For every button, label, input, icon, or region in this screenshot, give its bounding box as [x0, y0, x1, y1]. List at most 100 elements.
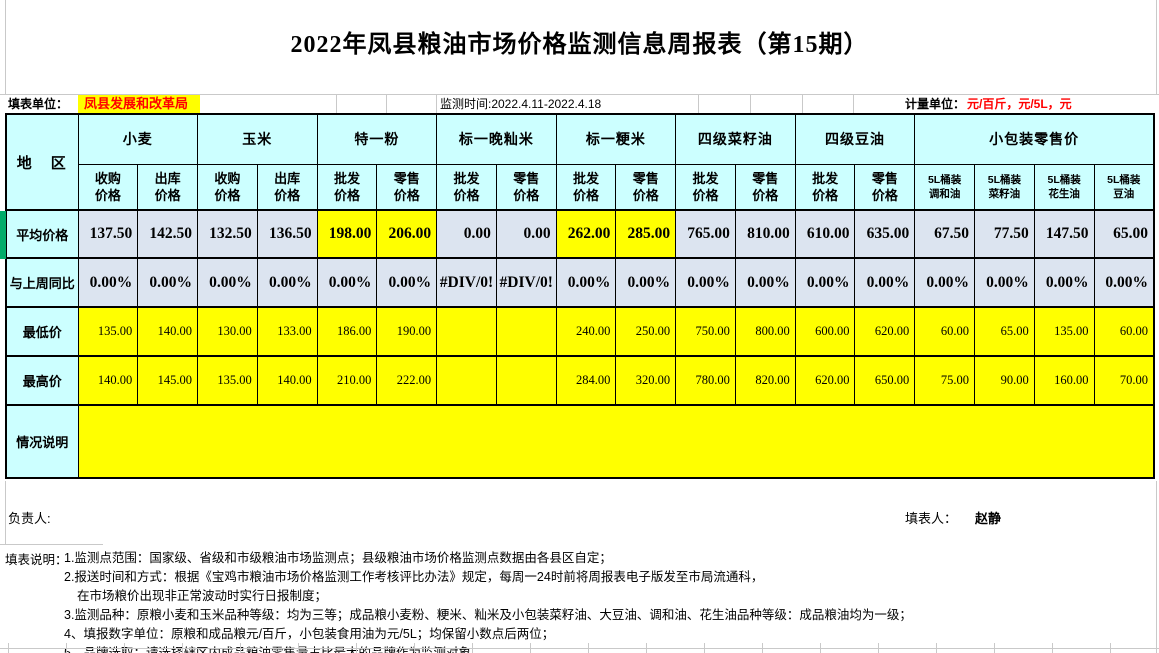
price-cell[interactable]: 320.00 — [615, 355, 677, 406]
price-cell[interactable] — [495, 306, 557, 357]
price-cell[interactable]: 0.00% — [1033, 257, 1095, 308]
group-header-cell[interactable]: 标一晚籼米 — [436, 113, 557, 165]
row-label-cell[interactable]: 与上周同比 — [5, 257, 79, 308]
price-cell[interactable]: 0.00% — [555, 257, 617, 308]
sub-header-cell[interactable]: 出库 价格 — [256, 163, 318, 211]
price-cell[interactable]: 67.50 — [914, 209, 975, 259]
row-label-cell[interactable]: 最高价 — [5, 355, 79, 406]
sub-header-cell[interactable]: 收购 价格 — [77, 163, 139, 211]
price-cell[interactable]: 0.00% — [973, 257, 1035, 308]
price-cell[interactable]: 140.00 — [137, 306, 199, 357]
price-cell[interactable]: 780.00 — [675, 355, 736, 406]
group-header-cell[interactable]: 小包装零售价 — [914, 113, 1155, 165]
price-cell[interactable]: 765.00 — [675, 209, 736, 259]
sub-header-cell[interactable]: 出库 价格 — [137, 163, 199, 211]
price-cell[interactable]: 145.00 — [137, 355, 199, 406]
price-cell[interactable]: 130.00 — [197, 306, 258, 357]
sub-header-cell[interactable]: 5L桶装 菜籽油 — [973, 163, 1035, 211]
price-cell[interactable]: 750.00 — [675, 306, 736, 357]
price-cell[interactable]: 140.00 — [256, 355, 318, 406]
price-cell[interactable]: 210.00 — [316, 355, 378, 406]
group-header-cell[interactable]: 特一粉 — [316, 113, 438, 165]
price-cell[interactable]: 135.00 — [1033, 306, 1095, 357]
price-cell[interactable]: 240.00 — [555, 306, 617, 357]
price-cell[interactable]: 133.00 — [256, 306, 318, 357]
price-cell[interactable]: 0.00% — [794, 257, 856, 308]
price-cell[interactable]: 0.00% — [256, 257, 318, 308]
price-cell[interactable]: 75.00 — [914, 355, 975, 406]
sub-header-cell[interactable]: 批发 价格 — [436, 163, 497, 211]
price-cell[interactable]: 0.00 — [495, 209, 557, 259]
price-cell[interactable] — [495, 355, 557, 406]
group-header-cell[interactable]: 四级豆油 — [794, 113, 916, 165]
price-cell[interactable]: 70.00 — [1093, 355, 1155, 406]
price-cell[interactable]: #DIV/0! — [495, 257, 557, 308]
price-cell[interactable]: 285.00 — [615, 209, 677, 259]
price-cell[interactable]: 820.00 — [734, 355, 796, 406]
sub-header-cell[interactable]: 批发 价格 — [794, 163, 856, 211]
price-cell[interactable]: 65.00 — [973, 306, 1035, 357]
price-cell[interactable]: 650.00 — [854, 355, 916, 406]
price-cell[interactable]: 0.00 — [436, 209, 497, 259]
price-cell[interactable]: 140.00 — [77, 355, 139, 406]
sub-header-cell[interactable]: 零售 价格 — [854, 163, 916, 211]
price-cell[interactable]: 0.00% — [615, 257, 677, 308]
price-cell[interactable]: 0.00% — [316, 257, 378, 308]
price-cell[interactable]: 135.00 — [197, 355, 258, 406]
price-cell[interactable]: 250.00 — [615, 306, 677, 357]
monitor-time-cell[interactable]: 监测时间:2022.4.11-2022.4.18 — [440, 97, 602, 111]
sub-header-cell[interactable]: 收购 价格 — [197, 163, 258, 211]
row-label-cell[interactable]: 平均价格 — [5, 209, 79, 259]
price-cell[interactable]: 810.00 — [734, 209, 796, 259]
situation-note-cell[interactable] — [77, 404, 1155, 479]
sub-header-cell[interactable]: 5L桶装 花生油 — [1033, 163, 1095, 211]
price-cell[interactable]: 222.00 — [376, 355, 438, 406]
price-cell[interactable] — [436, 306, 497, 357]
price-cell[interactable]: 186.00 — [316, 306, 378, 357]
price-cell[interactable]: 0.00% — [854, 257, 916, 308]
group-header-cell[interactable]: 玉米 — [197, 113, 318, 165]
price-cell[interactable]: 160.00 — [1033, 355, 1095, 406]
filler-name-cell[interactable]: 赵静 — [975, 511, 1002, 526]
price-cell[interactable]: #DIV/0! — [436, 257, 497, 308]
price-cell[interactable]: 206.00 — [376, 209, 438, 259]
price-cell[interactable]: 620.00 — [854, 306, 916, 357]
sub-header-cell[interactable]: 5L桶装 豆油 — [1093, 163, 1155, 211]
price-cell[interactable]: 0.00% — [675, 257, 736, 308]
price-cell[interactable]: 135.00 — [77, 306, 139, 357]
group-header-cell[interactable]: 标一粳米 — [555, 113, 677, 165]
price-cell[interactable]: 620.00 — [794, 355, 856, 406]
group-header-cell[interactable]: 四级菜籽油 — [675, 113, 796, 165]
region-header-cell[interactable]: 地 区 — [5, 113, 79, 211]
price-cell[interactable]: 0.00% — [197, 257, 258, 308]
sub-header-cell[interactable]: 零售 价格 — [615, 163, 677, 211]
price-cell[interactable]: 284.00 — [555, 355, 617, 406]
sub-header-cell[interactable]: 5L桶装 调和油 — [914, 163, 975, 211]
sub-header-cell[interactable]: 批发 价格 — [555, 163, 617, 211]
price-cell[interactable]: 77.50 — [973, 209, 1035, 259]
price-cell[interactable]: 0.00% — [376, 257, 438, 308]
price-cell[interactable]: 0.00% — [137, 257, 199, 308]
price-cell[interactable]: 0.00% — [77, 257, 139, 308]
price-cell[interactable]: 0.00% — [1093, 257, 1155, 308]
price-cell[interactable]: 65.00 — [1093, 209, 1155, 259]
fill-unit-value-cell[interactable]: 凤县发展和改革局 — [78, 95, 200, 113]
sub-header-cell[interactable]: 零售 价格 — [376, 163, 438, 211]
row-label-cell[interactable]: 最低价 — [5, 306, 79, 357]
price-cell[interactable]: 610.00 — [794, 209, 856, 259]
sub-header-cell[interactable]: 批发 价格 — [316, 163, 378, 211]
price-cell[interactable]: 147.50 — [1033, 209, 1095, 259]
sub-header-cell[interactable]: 零售 价格 — [734, 163, 796, 211]
price-cell[interactable]: 60.00 — [1093, 306, 1155, 357]
price-cell[interactable]: 198.00 — [316, 209, 378, 259]
sub-header-cell[interactable]: 零售 价格 — [495, 163, 557, 211]
price-cell[interactable]: 0.00% — [914, 257, 975, 308]
price-cell[interactable]: 0.00% — [734, 257, 796, 308]
price-cell[interactable] — [436, 355, 497, 406]
sub-header-cell[interactable]: 批发 价格 — [675, 163, 736, 211]
price-cell[interactable]: 60.00 — [914, 306, 975, 357]
price-cell[interactable]: 600.00 — [794, 306, 856, 357]
price-cell[interactable]: 635.00 — [854, 209, 916, 259]
price-cell[interactable]: 132.50 — [197, 209, 258, 259]
price-cell[interactable]: 190.00 — [376, 306, 438, 357]
